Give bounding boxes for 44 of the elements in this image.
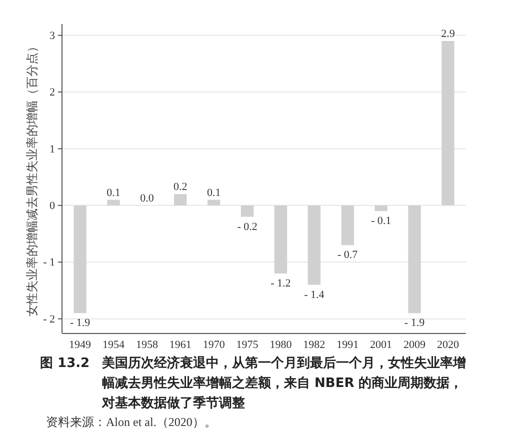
bar [207, 200, 220, 206]
bar [74, 205, 86, 314]
data-label: - 1.2 [270, 277, 291, 290]
data-label: 0.1 [206, 186, 221, 199]
x-tick-label: 1982 [303, 339, 326, 352]
bar [274, 205, 288, 274]
data-label: - 1.9 [404, 317, 426, 330]
x-tick-label: 2020 [436, 339, 460, 352]
bar [240, 205, 254, 217]
bar [174, 194, 187, 206]
bar [308, 205, 321, 285]
x-tick-label: 2009 [403, 339, 426, 352]
y-tick-label: 2 [50, 86, 55, 99]
y-axis-title: 女性失业率的增幅减去男性失业率的增幅（百分点） [25, 40, 39, 316]
data-label: - 0.2 [237, 220, 258, 233]
bar [374, 205, 388, 212]
x-tick-label: 1958 [136, 339, 158, 352]
bar [341, 205, 354, 246]
bar [442, 41, 454, 206]
data-label: - 1.4 [304, 288, 325, 301]
bar [107, 200, 120, 206]
x-tick-label: 1954 [102, 339, 126, 352]
y-tick-label: 0 [50, 200, 56, 212]
y-tick-label: - 1 [43, 256, 55, 269]
x-tick-label: 1991 [336, 339, 359, 352]
x-tick-label: 1970 [202, 339, 226, 352]
data-label: 0.1 [106, 186, 120, 199]
data-label: 0.2 [174, 181, 188, 194]
data-label: - 1.9 [70, 317, 91, 330]
text: 资料来源：Alon et al.（2020）。 [46, 414, 216, 431]
data-label: 2.9 [441, 28, 456, 40]
text: 图 13.2 美国历次经济衰退中，从第一个月到最后一个月，女性失业率增幅减去男性失业率增幅之差额，来自 NBER 的商业周期数据，对基本数据做了季节调整 [40, 354, 467, 413]
y-tick-label: - 2 [43, 313, 55, 326]
x-tick-label: 1949 [69, 339, 92, 352]
data-label: - 0.1 [370, 215, 392, 228]
x-tick-label: 1975 [236, 339, 259, 352]
x-tick-label: 1961 [169, 339, 192, 352]
data-label: - 0.7 [338, 249, 358, 262]
bar [408, 205, 421, 314]
data-label: 0.0 [140, 192, 154, 204]
x-tick-label: 1980 [270, 339, 292, 352]
y-tick-label: 3 [50, 30, 56, 42]
x-tick-label: 2001 [370, 339, 392, 352]
y-tick-label: 1 [50, 143, 55, 156]
